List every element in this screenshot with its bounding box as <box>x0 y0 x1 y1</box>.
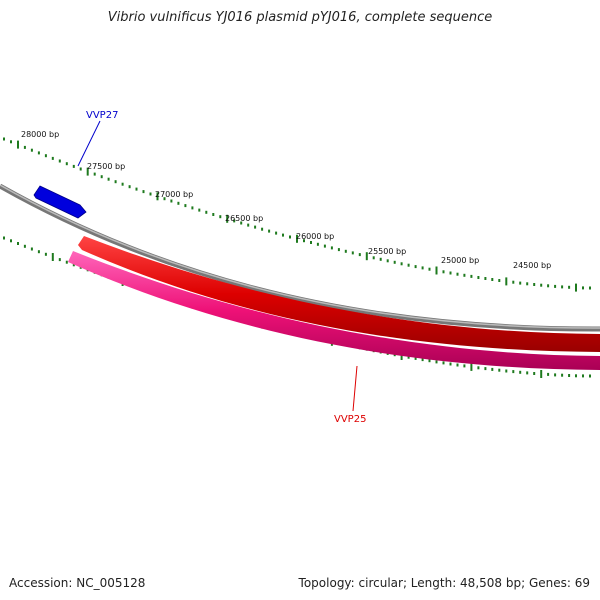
reverse-strand-track[interactable] <box>68 251 600 370</box>
gene-vvp25-arc[interactable] <box>78 236 600 352</box>
outer-tick-ring <box>3 137 591 292</box>
gene-vvp27-label[interactable]: VVP27 <box>86 110 118 121</box>
tick-label-26000: 26000 bp <box>296 232 334 241</box>
plasmid-backbone <box>0 183 600 332</box>
gene-vvp27-arrow[interactable] <box>33 185 87 219</box>
tick-label-27500: 27500 bp <box>87 162 125 171</box>
gene-vvp25-leader-line <box>352 365 358 412</box>
accession-text: Accession: NC_005128 <box>9 576 146 590</box>
tick-label-25000: 25000 bp <box>441 256 479 265</box>
tick-label-25500: 25500 bp <box>368 247 406 256</box>
plasmid-backbone-highlight <box>0 184 600 329</box>
tick-label-27000: 27000 bp <box>155 190 193 199</box>
tick-label-26500: 26500 bp <box>225 214 263 223</box>
tick-label-28000: 28000 bp <box>21 130 59 139</box>
summary-text: Topology: circular; Length: 48,508 bp; G… <box>298 576 590 590</box>
gene-vvp25-label[interactable]: VVP25 <box>334 414 366 425</box>
map-title: Vibrio vulnificus YJ016 plasmid pYJ016, … <box>107 10 493 25</box>
gene-vvp27-leader-line <box>77 120 101 167</box>
tick-labels: 28000 bp 27500 bp 27000 bp 26500 bp 2600… <box>21 130 551 270</box>
tick-label-24500: 24500 bp <box>513 261 551 270</box>
